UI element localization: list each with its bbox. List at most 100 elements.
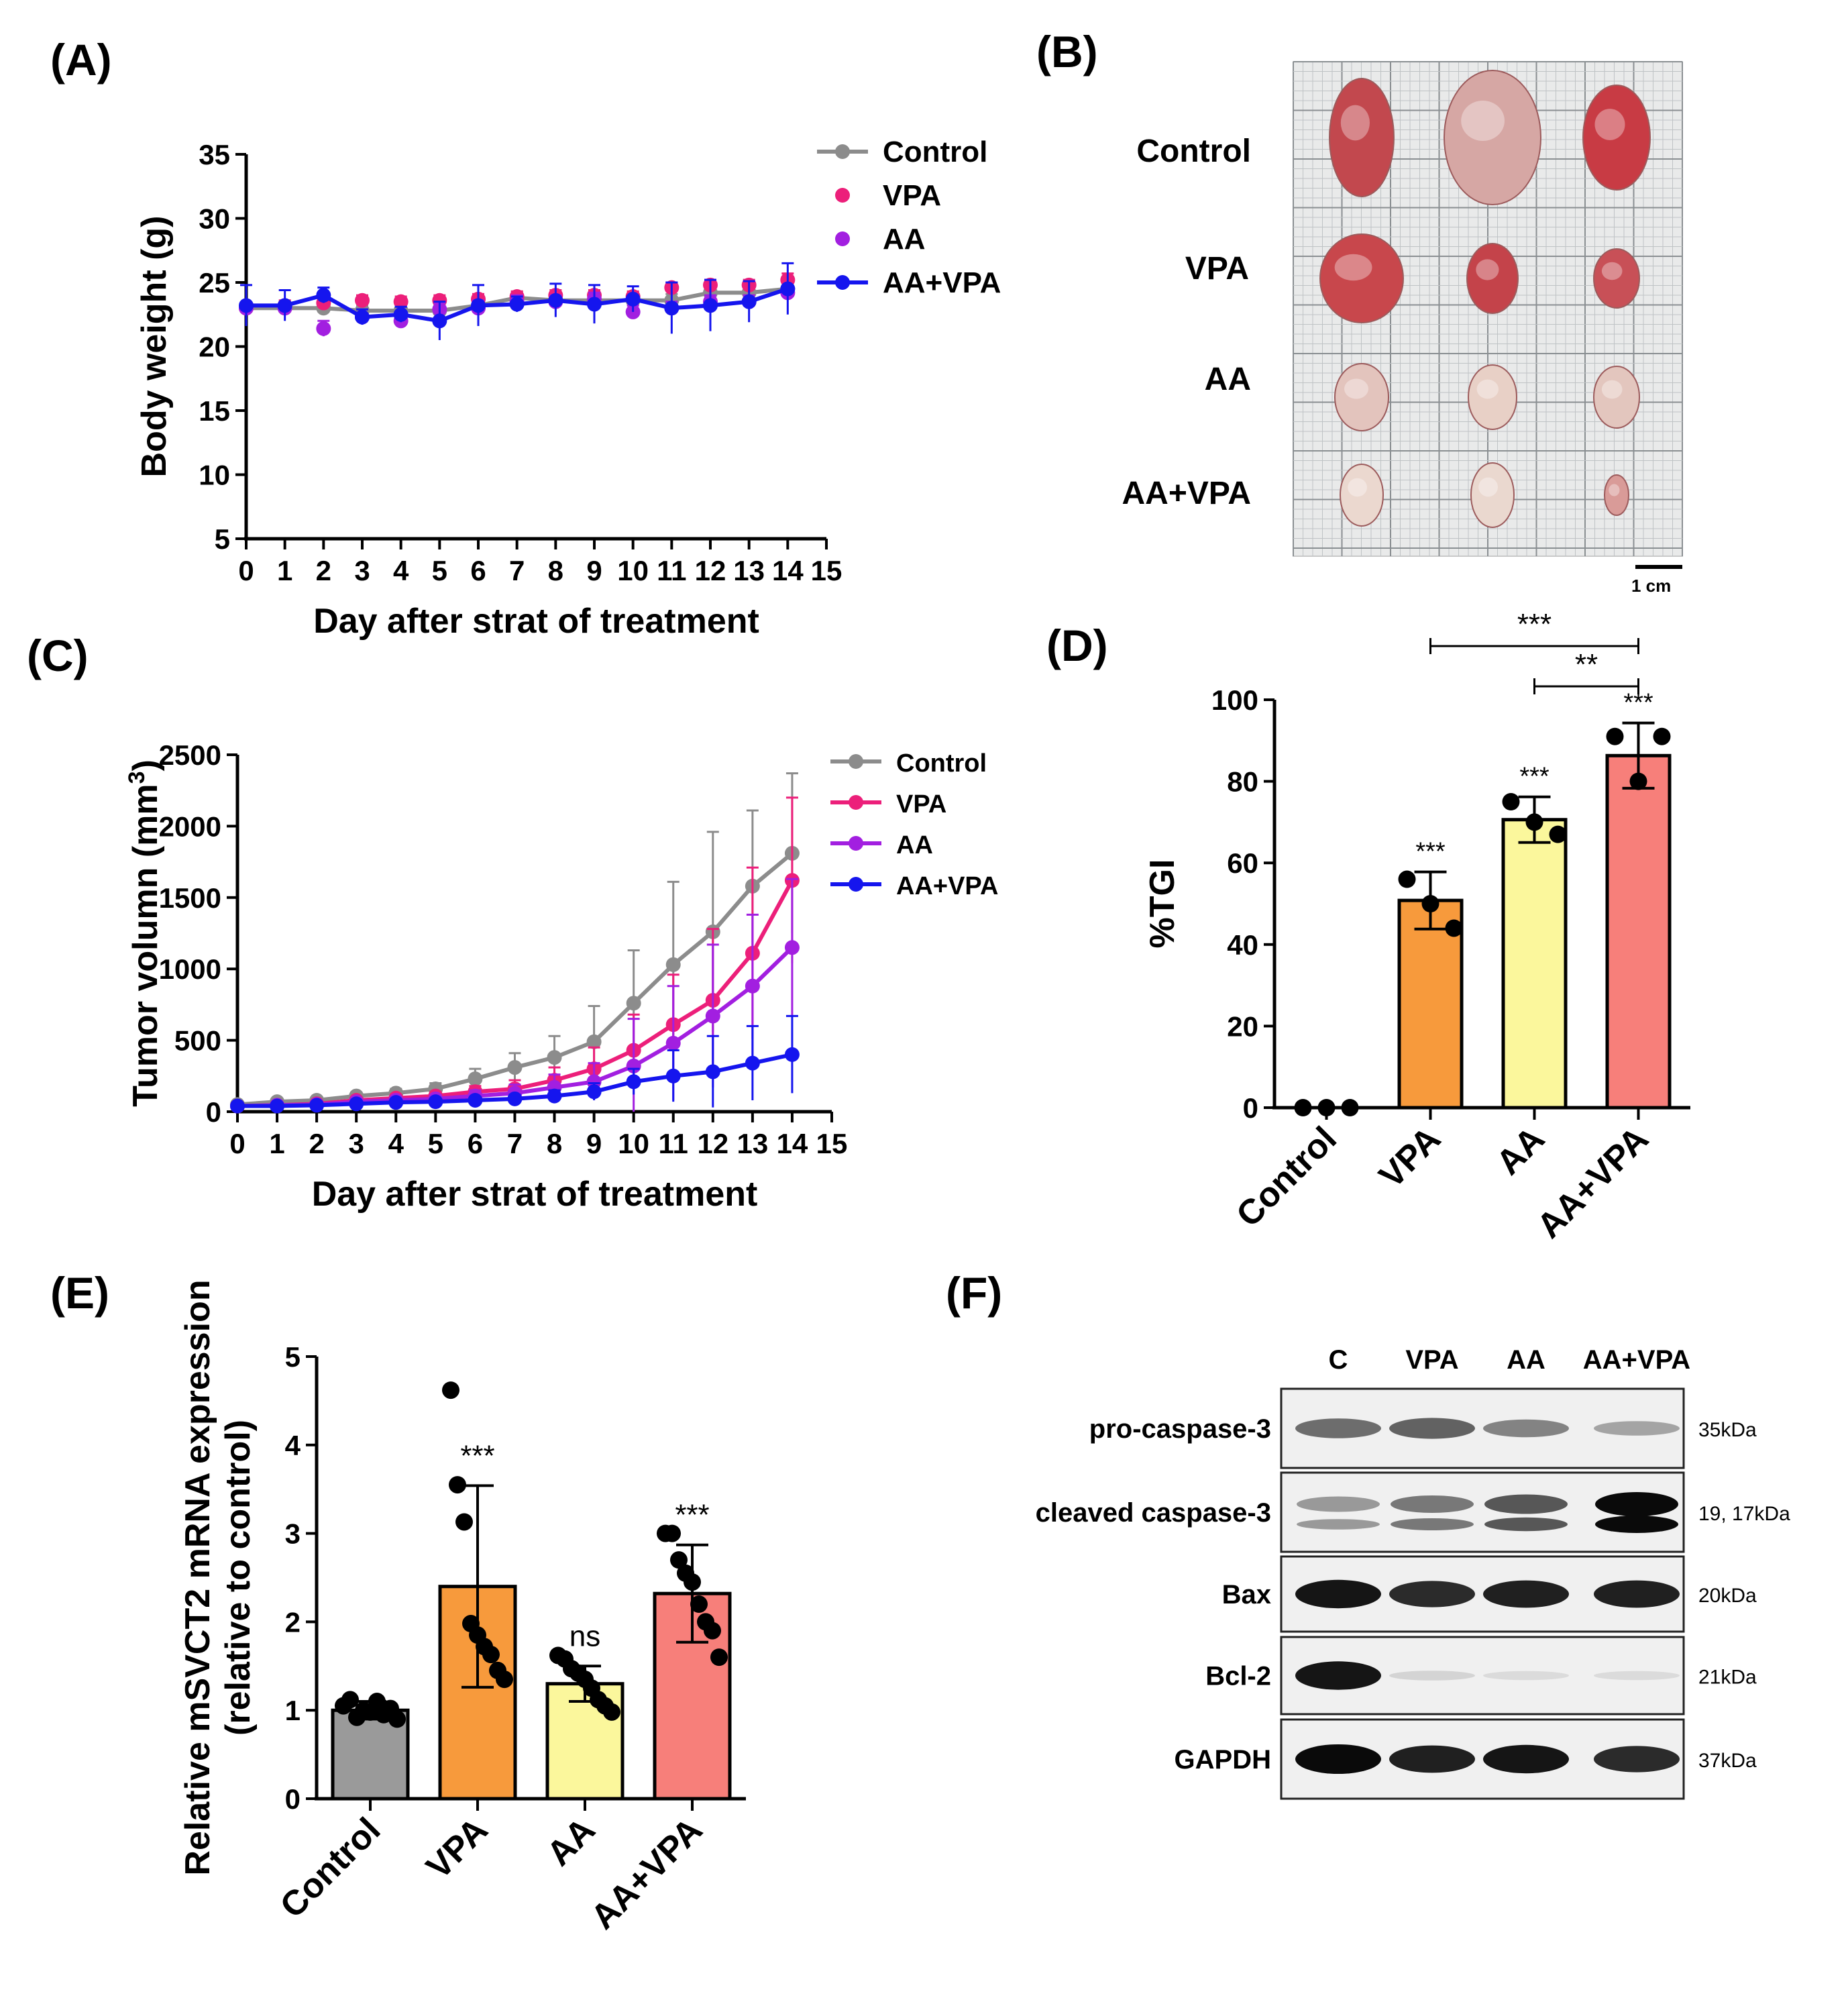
data-point — [428, 1094, 443, 1110]
blot-bcl-2: Bcl-2 21kDa — [1205, 1636, 1757, 1715]
blot-label: Bcl-2 — [1205, 1662, 1271, 1691]
data-point — [684, 1573, 701, 1591]
scale-bar-label: 1 cm — [1631, 576, 1671, 596]
x-axis-title: Day after strat of treatment — [313, 602, 759, 641]
data-point — [603, 1703, 620, 1721]
significance-label: *** — [1519, 763, 1550, 791]
tumor-specimen — [1444, 70, 1541, 205]
x-tick-label: Control — [1229, 1119, 1344, 1234]
data-point — [705, 1064, 720, 1079]
blot-pro-caspase-3: pro-caspase-3 35kDa — [1089, 1387, 1757, 1469]
x-tick-label: AA+VPA — [584, 1810, 710, 1936]
western-blot-panel: C VPA AA AA+VPA pro-caspase-3 35kDa cleaved ca… — [1036, 1345, 1790, 1800]
y-tick-label: 0 — [1243, 1092, 1258, 1124]
data-point — [548, 293, 563, 308]
x-tick-label: AA — [539, 1810, 602, 1873]
tumor-highlight — [1476, 259, 1499, 280]
photo-row-label: AA+VPA — [1122, 476, 1252, 511]
data-point — [449, 1476, 466, 1494]
tumor-specimen — [1604, 474, 1629, 516]
bar-group-aa-vpa: *** — [1605, 689, 1672, 1110]
data-point — [455, 1513, 473, 1531]
y-tick-label: 500 — [174, 1025, 221, 1057]
y-tick-label: 0 — [285, 1783, 301, 1815]
x-tick-label: 1 — [277, 555, 292, 586]
legend-item-control: Control — [830, 749, 987, 778]
band — [1484, 1494, 1568, 1514]
data-point — [432, 313, 447, 329]
photo-row-label: Control — [1136, 134, 1251, 169]
y-axis-subtitle: (relative to control) — [219, 1420, 258, 1736]
data-point — [665, 957, 681, 972]
data-point — [471, 298, 486, 313]
data-point — [270, 1098, 285, 1114]
legend-marker — [849, 836, 863, 851]
data-point — [496, 1671, 513, 1689]
x-tick-label: VPA — [1372, 1119, 1448, 1196]
band — [1595, 1516, 1678, 1533]
panel-label-d: (D) — [1046, 621, 1108, 670]
y-tick-label: 100 — [1211, 684, 1258, 716]
data-point — [507, 1091, 523, 1106]
legend-marker — [849, 877, 863, 892]
data-point — [670, 1551, 688, 1569]
lane-label: AA — [1507, 1345, 1545, 1375]
legend-label: Control — [896, 749, 987, 778]
y-tick-label: 40 — [1227, 929, 1258, 961]
y-tick-label: 20 — [1227, 1010, 1258, 1042]
data-point — [1549, 825, 1567, 843]
tumor-specimen — [1470, 462, 1515, 528]
y-axis-title: %TGI — [1143, 859, 1182, 949]
data-point — [393, 294, 409, 309]
x-axis-title: Day after strat of treatment — [312, 1175, 758, 1214]
tumor-specimens — [1319, 70, 1651, 528]
blot-kda: 19, 17kDa — [1698, 1503, 1790, 1525]
data-point — [507, 1060, 523, 1075]
x-tick-label: 14 — [777, 1128, 808, 1159]
band — [1297, 1519, 1380, 1530]
x-tick-label: 0 — [229, 1128, 245, 1159]
photo-row-label: AA — [1205, 362, 1251, 397]
band — [1389, 1418, 1475, 1439]
tumor-specimen — [1468, 364, 1517, 430]
data-point — [309, 1098, 325, 1113]
tumor-highlight — [1601, 380, 1623, 399]
photo-row-label: VPA — [1185, 251, 1249, 286]
chart-d-tgi: 020406080100Control***VPA***AA***AA+VPA*… — [1143, 608, 1690, 1246]
x-tick-label: Control — [273, 1810, 388, 1925]
band — [1483, 1580, 1569, 1608]
tumor-specimen — [1319, 233, 1404, 323]
panel-label-b: (B) — [1036, 27, 1098, 76]
y-tick-label: 0 — [206, 1096, 221, 1128]
x-tick-label: 10 — [617, 555, 649, 586]
blot-cleaved-caspase-3: cleaved caspase-3 19, 17kDa — [1036, 1471, 1790, 1553]
legend-label: AA — [883, 223, 926, 256]
y-tick-label: 2 — [285, 1606, 301, 1638]
data-point — [745, 978, 760, 994]
data-point — [745, 1055, 760, 1071]
y-tick-label: 25 — [199, 267, 230, 299]
data-point — [1525, 813, 1543, 831]
panel-label-c: (C) — [27, 631, 89, 680]
y-tick-label: 4 — [285, 1430, 301, 1461]
data-point — [277, 298, 292, 313]
tumor-photo-panel: Control VPA AA AA+VPA 1 cm — [1122, 61, 1683, 596]
x-tick-label: 2 — [309, 1128, 324, 1159]
significance-label: ns — [569, 1620, 600, 1652]
blot-bax: Bax 20kDa — [1222, 1555, 1757, 1633]
data-point — [1421, 895, 1439, 912]
bar-group-vpa: *** — [438, 1381, 517, 1801]
data-point — [239, 298, 254, 313]
data-point — [349, 1096, 364, 1112]
data-point — [1653, 727, 1671, 745]
data-point — [316, 321, 331, 336]
tumor-highlight — [1348, 478, 1367, 497]
data-point — [703, 298, 718, 313]
series-aa-vpa — [230, 1014, 800, 1114]
band — [1295, 1661, 1381, 1690]
legend-item-aa-vpa: AA+VPA — [817, 266, 1001, 299]
data-point — [468, 1071, 483, 1087]
tumor-highlight — [1478, 477, 1499, 497]
x-tick-label: 8 — [548, 555, 563, 586]
